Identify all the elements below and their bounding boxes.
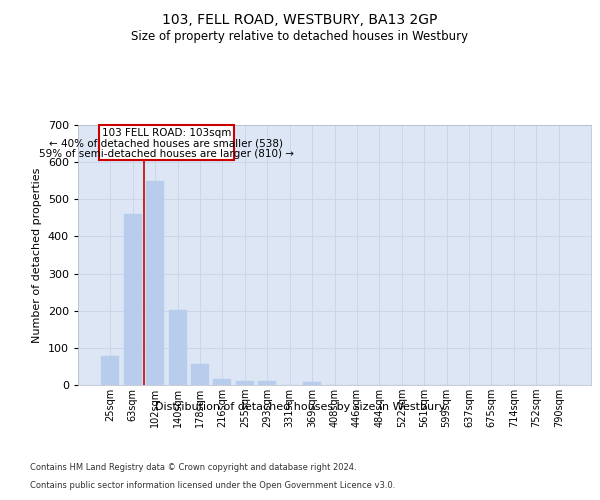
Y-axis label: Number of detached properties: Number of detached properties bbox=[32, 168, 42, 342]
Bar bbox=[101, 356, 119, 385]
Bar bbox=[146, 182, 164, 385]
Bar bbox=[124, 214, 142, 385]
Bar bbox=[303, 382, 321, 385]
Text: 103 FELL ROAD: 103sqm: 103 FELL ROAD: 103sqm bbox=[101, 128, 231, 138]
Bar bbox=[236, 382, 254, 385]
Bar bbox=[169, 310, 187, 385]
Text: Contains public sector information licensed under the Open Government Licence v3: Contains public sector information licen… bbox=[30, 481, 395, 490]
Text: Contains HM Land Registry data © Crown copyright and database right 2024.: Contains HM Land Registry data © Crown c… bbox=[30, 462, 356, 471]
Bar bbox=[191, 364, 209, 385]
Bar bbox=[258, 382, 276, 385]
Text: Distribution of detached houses by size in Westbury: Distribution of detached houses by size … bbox=[155, 402, 445, 412]
Text: Size of property relative to detached houses in Westbury: Size of property relative to detached ho… bbox=[131, 30, 469, 43]
Text: ← 40% of detached houses are smaller (538): ← 40% of detached houses are smaller (53… bbox=[49, 138, 283, 148]
Text: 103, FELL ROAD, WESTBURY, BA13 2GP: 103, FELL ROAD, WESTBURY, BA13 2GP bbox=[163, 12, 437, 26]
Bar bbox=[214, 380, 232, 385]
Text: 59% of semi-detached houses are larger (810) →: 59% of semi-detached houses are larger (… bbox=[39, 149, 294, 159]
